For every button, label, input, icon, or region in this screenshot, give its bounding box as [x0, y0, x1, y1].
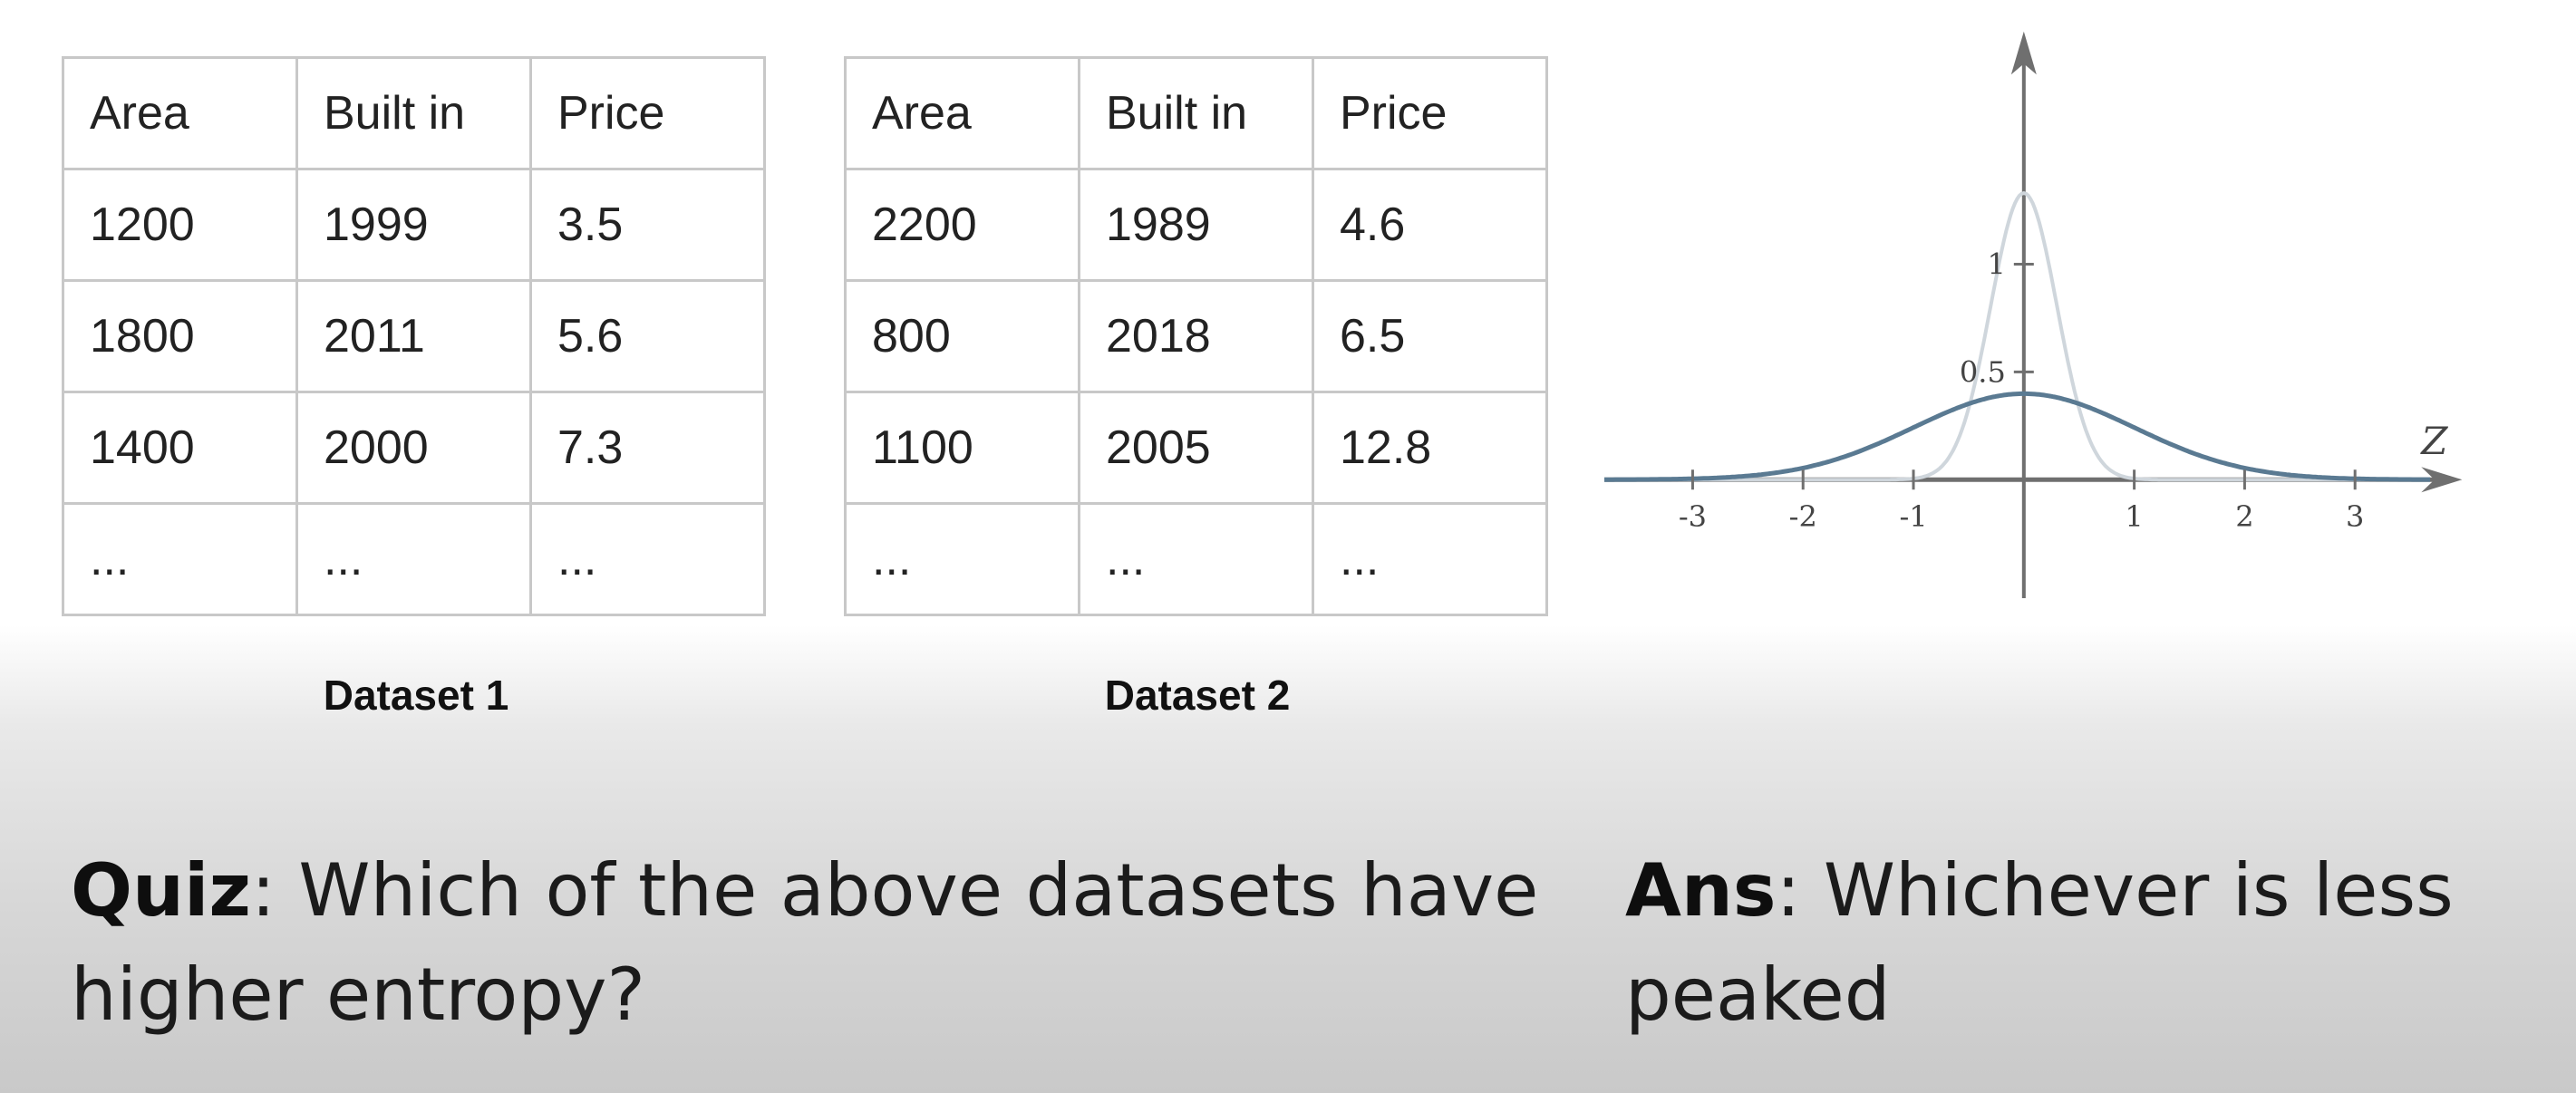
table-header-row: Area Built in Price: [844, 56, 1548, 170]
quiz-question: Quiz: Which of the above datasets have h…: [71, 838, 1593, 1047]
table-cell: 1200: [62, 168, 298, 282]
table-cell: 5.6: [529, 279, 766, 393]
table-cell: 1400: [62, 391, 298, 505]
dataset-2-caption: Dataset 2: [1104, 672, 1291, 719]
y-axis-arrow: [2010, 31, 2037, 75]
x-tick-label: -1: [1899, 499, 1927, 534]
table-row: 1800 2011 5.6: [62, 279, 766, 393]
y-tick-label: 0.5: [1960, 354, 2006, 389]
table-cell: 6.5: [1312, 279, 1548, 393]
table-cell: 2018: [1078, 279, 1314, 393]
table-cell: ...: [62, 502, 298, 616]
table-cell: 1999: [295, 168, 532, 282]
table-row: ... ... ...: [62, 502, 766, 616]
table-cell: ...: [295, 502, 532, 616]
table-cell: 800: [844, 279, 1080, 393]
table-cell: 12.8: [1312, 391, 1548, 505]
chart-curves: [1604, 191, 2430, 482]
chart-ticks: -3 -2 -1 1 2 3 0.5 1 Z: [1679, 247, 2448, 535]
table-row: 2200 1989 4.6: [844, 168, 1548, 282]
dataset-1-caption: Dataset 1: [323, 672, 509, 719]
x-tick-label: -2: [1789, 499, 1817, 534]
dataset-1-table: Area Built in Price 1200 1999 3.5 1800 2…: [62, 56, 766, 616]
x-tick-label: -3: [1679, 499, 1707, 534]
table-cell: ...: [1078, 502, 1314, 616]
table-cell: 2200: [844, 168, 1080, 282]
answer-label: Ans: [1625, 848, 1777, 933]
table-cell: 1100: [844, 391, 1080, 505]
header-cell: Built in: [1078, 56, 1314, 170]
series-line-2: [1604, 191, 2430, 482]
table-cell: ...: [844, 502, 1080, 616]
series-line-1: [1604, 391, 2430, 482]
x-axis-label: Z: [2419, 419, 2448, 463]
table-cell: 4.6: [1312, 168, 1548, 282]
header-cell: Built in: [295, 56, 532, 170]
y-tick-label: 1: [1987, 247, 2005, 282]
x-axis-arrow: [2421, 467, 2463, 493]
table-row: 800 2018 6.5: [844, 279, 1548, 393]
table-row: 1200 1999 3.5: [62, 168, 766, 282]
table-row: ... ... ...: [844, 502, 1548, 616]
table-cell: 1800: [62, 279, 298, 393]
table-cell: 2000: [295, 391, 532, 505]
header-cell: Area: [844, 56, 1080, 170]
table-cell: 7.3: [529, 391, 766, 505]
table-cell: 3.5: [529, 168, 766, 282]
header-cell: Area: [62, 56, 298, 170]
x-tick-label: 1: [2125, 499, 2143, 534]
header-cell: Price: [1312, 56, 1548, 170]
answer-text: : Whichever is less peaked: [1625, 848, 2454, 1037]
chart-axes: [1604, 31, 2463, 598]
x-tick-label: 3: [2346, 499, 2364, 534]
dataset-2-table: Area Built in Price 2200 1989 4.6 800 20…: [844, 56, 1548, 616]
quiz-label: Quiz: [71, 848, 251, 933]
table-cell: 1989: [1078, 168, 1314, 282]
header-cell: Price: [529, 56, 766, 170]
table-cell: ...: [1312, 502, 1548, 616]
gaussian-chart: -3 -2 -1 1 2 3 0.5 1 Z: [1604, 31, 2463, 598]
table-cell: 2011: [295, 279, 532, 393]
quiz-answer: Ans: Whichever is less peaked: [1625, 838, 2568, 1047]
table-header-row: Area Built in Price: [62, 56, 766, 170]
x-tick-label: 2: [2235, 499, 2253, 534]
table-row: 1100 2005 12.8: [844, 391, 1548, 505]
table-cell: ...: [529, 502, 766, 616]
quiz-text: : Which of the above datasets have highe…: [71, 848, 1539, 1037]
table-cell: 2005: [1078, 391, 1314, 505]
table-row: 1400 2000 7.3: [62, 391, 766, 505]
